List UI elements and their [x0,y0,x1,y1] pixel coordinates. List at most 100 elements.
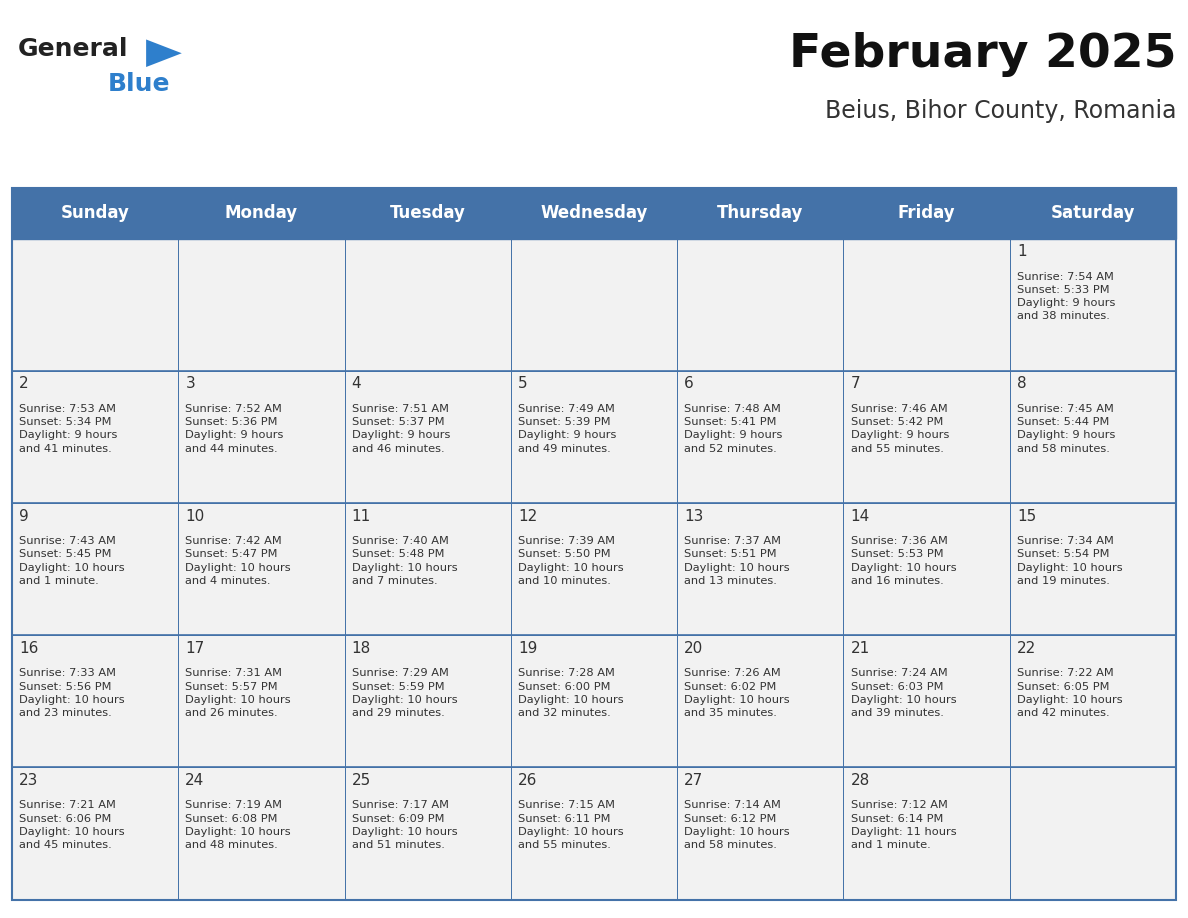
FancyBboxPatch shape [1010,503,1176,635]
Text: Monday: Monday [225,205,298,222]
FancyBboxPatch shape [677,767,843,900]
Text: Sunrise: 7:12 AM
Sunset: 6:14 PM
Daylight: 11 hours
and 1 minute.: Sunrise: 7:12 AM Sunset: 6:14 PM Dayligh… [851,800,956,850]
Text: Sunrise: 7:31 AM
Sunset: 5:57 PM
Daylight: 10 hours
and 26 minutes.: Sunrise: 7:31 AM Sunset: 5:57 PM Dayligh… [185,668,291,718]
FancyBboxPatch shape [677,503,843,635]
Text: Sunrise: 7:15 AM
Sunset: 6:11 PM
Daylight: 10 hours
and 55 minutes.: Sunrise: 7:15 AM Sunset: 6:11 PM Dayligh… [518,800,624,850]
Text: 20: 20 [684,641,703,655]
Text: 8: 8 [1017,376,1026,391]
Text: Sunrise: 7:40 AM
Sunset: 5:48 PM
Daylight: 10 hours
and 7 minutes.: Sunrise: 7:40 AM Sunset: 5:48 PM Dayligh… [352,536,457,586]
Text: Sunrise: 7:36 AM
Sunset: 5:53 PM
Daylight: 10 hours
and 16 minutes.: Sunrise: 7:36 AM Sunset: 5:53 PM Dayligh… [851,536,956,586]
Text: Wednesday: Wednesday [541,205,647,222]
FancyBboxPatch shape [178,239,345,371]
Text: Sunrise: 7:43 AM
Sunset: 5:45 PM
Daylight: 10 hours
and 1 minute.: Sunrise: 7:43 AM Sunset: 5:45 PM Dayligh… [19,536,125,586]
Text: Sunrise: 7:21 AM
Sunset: 6:06 PM
Daylight: 10 hours
and 45 minutes.: Sunrise: 7:21 AM Sunset: 6:06 PM Dayligh… [19,800,125,850]
Text: 14: 14 [851,509,870,523]
FancyBboxPatch shape [677,371,843,503]
Text: Sunday: Sunday [61,205,129,222]
Text: Sunrise: 7:34 AM
Sunset: 5:54 PM
Daylight: 10 hours
and 19 minutes.: Sunrise: 7:34 AM Sunset: 5:54 PM Dayligh… [1017,536,1123,586]
Text: 25: 25 [352,773,371,788]
FancyBboxPatch shape [178,371,345,503]
FancyBboxPatch shape [511,767,677,900]
Text: Sunrise: 7:54 AM
Sunset: 5:33 PM
Daylight: 9 hours
and 38 minutes.: Sunrise: 7:54 AM Sunset: 5:33 PM Dayligh… [1017,272,1116,321]
Text: 5: 5 [518,376,527,391]
Text: Tuesday: Tuesday [390,205,466,222]
Polygon shape [146,39,182,67]
FancyBboxPatch shape [843,188,1010,239]
FancyBboxPatch shape [677,188,843,239]
Text: Beius, Bihor County, Romania: Beius, Bihor County, Romania [824,99,1176,123]
FancyBboxPatch shape [178,635,345,767]
FancyBboxPatch shape [511,371,677,503]
Text: 4: 4 [352,376,361,391]
Text: 23: 23 [19,773,38,788]
Text: Friday: Friday [898,205,955,222]
Text: Sunrise: 7:46 AM
Sunset: 5:42 PM
Daylight: 9 hours
and 55 minutes.: Sunrise: 7:46 AM Sunset: 5:42 PM Dayligh… [851,404,949,453]
Text: 7: 7 [851,376,860,391]
Text: Sunrise: 7:42 AM
Sunset: 5:47 PM
Daylight: 10 hours
and 4 minutes.: Sunrise: 7:42 AM Sunset: 5:47 PM Dayligh… [185,536,291,586]
Text: Sunrise: 7:28 AM
Sunset: 6:00 PM
Daylight: 10 hours
and 32 minutes.: Sunrise: 7:28 AM Sunset: 6:00 PM Dayligh… [518,668,624,718]
FancyBboxPatch shape [511,188,677,239]
FancyBboxPatch shape [843,503,1010,635]
Text: 2: 2 [19,376,29,391]
FancyBboxPatch shape [345,239,511,371]
FancyBboxPatch shape [511,635,677,767]
FancyBboxPatch shape [1010,188,1176,239]
FancyBboxPatch shape [12,188,178,239]
Text: Sunrise: 7:33 AM
Sunset: 5:56 PM
Daylight: 10 hours
and 23 minutes.: Sunrise: 7:33 AM Sunset: 5:56 PM Dayligh… [19,668,125,718]
Text: Sunrise: 7:53 AM
Sunset: 5:34 PM
Daylight: 9 hours
and 41 minutes.: Sunrise: 7:53 AM Sunset: 5:34 PM Dayligh… [19,404,118,453]
Text: 16: 16 [19,641,38,655]
Text: Sunrise: 7:49 AM
Sunset: 5:39 PM
Daylight: 9 hours
and 49 minutes.: Sunrise: 7:49 AM Sunset: 5:39 PM Dayligh… [518,404,617,453]
Text: Sunrise: 7:52 AM
Sunset: 5:36 PM
Daylight: 9 hours
and 44 minutes.: Sunrise: 7:52 AM Sunset: 5:36 PM Dayligh… [185,404,284,453]
Text: 22: 22 [1017,641,1036,655]
Text: Sunrise: 7:29 AM
Sunset: 5:59 PM
Daylight: 10 hours
and 29 minutes.: Sunrise: 7:29 AM Sunset: 5:59 PM Dayligh… [352,668,457,718]
FancyBboxPatch shape [345,371,511,503]
Text: Sunrise: 7:24 AM
Sunset: 6:03 PM
Daylight: 10 hours
and 39 minutes.: Sunrise: 7:24 AM Sunset: 6:03 PM Dayligh… [851,668,956,718]
FancyBboxPatch shape [12,239,178,371]
Text: 12: 12 [518,509,537,523]
Text: February 2025: February 2025 [789,32,1176,77]
FancyBboxPatch shape [677,635,843,767]
FancyBboxPatch shape [843,767,1010,900]
FancyBboxPatch shape [1010,371,1176,503]
Text: Sunrise: 7:19 AM
Sunset: 6:08 PM
Daylight: 10 hours
and 48 minutes.: Sunrise: 7:19 AM Sunset: 6:08 PM Dayligh… [185,800,291,850]
Text: Sunrise: 7:17 AM
Sunset: 6:09 PM
Daylight: 10 hours
and 51 minutes.: Sunrise: 7:17 AM Sunset: 6:09 PM Dayligh… [352,800,457,850]
FancyBboxPatch shape [345,767,511,900]
Text: 3: 3 [185,376,195,391]
Text: Sunrise: 7:37 AM
Sunset: 5:51 PM
Daylight: 10 hours
and 13 minutes.: Sunrise: 7:37 AM Sunset: 5:51 PM Dayligh… [684,536,790,586]
Text: Blue: Blue [108,72,171,95]
FancyBboxPatch shape [178,767,345,900]
FancyBboxPatch shape [677,239,843,371]
FancyBboxPatch shape [843,371,1010,503]
FancyBboxPatch shape [345,635,511,767]
Text: 1: 1 [1017,244,1026,259]
FancyBboxPatch shape [511,239,677,371]
FancyBboxPatch shape [843,635,1010,767]
Text: General: General [18,37,128,61]
Text: Sunrise: 7:39 AM
Sunset: 5:50 PM
Daylight: 10 hours
and 10 minutes.: Sunrise: 7:39 AM Sunset: 5:50 PM Dayligh… [518,536,624,586]
Text: Sunrise: 7:22 AM
Sunset: 6:05 PM
Daylight: 10 hours
and 42 minutes.: Sunrise: 7:22 AM Sunset: 6:05 PM Dayligh… [1017,668,1123,718]
FancyBboxPatch shape [178,503,345,635]
Text: Sunrise: 7:14 AM
Sunset: 6:12 PM
Daylight: 10 hours
and 58 minutes.: Sunrise: 7:14 AM Sunset: 6:12 PM Dayligh… [684,800,790,850]
Text: Sunrise: 7:45 AM
Sunset: 5:44 PM
Daylight: 9 hours
and 58 minutes.: Sunrise: 7:45 AM Sunset: 5:44 PM Dayligh… [1017,404,1116,453]
Text: 17: 17 [185,641,204,655]
FancyBboxPatch shape [12,371,178,503]
FancyBboxPatch shape [345,188,511,239]
FancyBboxPatch shape [1010,635,1176,767]
Text: 9: 9 [19,509,29,523]
FancyBboxPatch shape [12,503,178,635]
Text: 15: 15 [1017,509,1036,523]
Text: 18: 18 [352,641,371,655]
FancyBboxPatch shape [12,635,178,767]
Text: 10: 10 [185,509,204,523]
Text: 13: 13 [684,509,703,523]
FancyBboxPatch shape [511,503,677,635]
FancyBboxPatch shape [345,503,511,635]
FancyBboxPatch shape [178,188,345,239]
Text: 19: 19 [518,641,537,655]
FancyBboxPatch shape [1010,239,1176,371]
Text: Sunrise: 7:26 AM
Sunset: 6:02 PM
Daylight: 10 hours
and 35 minutes.: Sunrise: 7:26 AM Sunset: 6:02 PM Dayligh… [684,668,790,718]
Text: Thursday: Thursday [718,205,803,222]
Text: 27: 27 [684,773,703,788]
Text: 6: 6 [684,376,694,391]
Text: 11: 11 [352,509,371,523]
